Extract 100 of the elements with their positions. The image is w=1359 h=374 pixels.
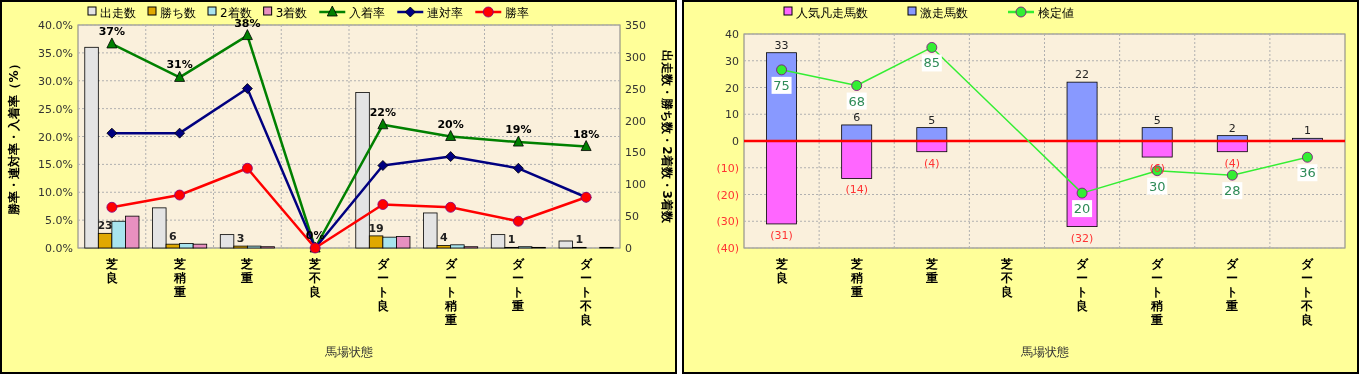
- data-label: 33: [774, 38, 789, 52]
- data-label: 31%: [166, 58, 193, 72]
- data-label: 1: [507, 233, 516, 247]
- point: [1302, 151, 1313, 163]
- y-tick-label: 10: [725, 108, 739, 122]
- bar: [841, 124, 873, 142]
- y-tick-label: (30): [716, 215, 739, 229]
- data-label: 19%: [505, 123, 532, 137]
- data-label: 22%: [369, 105, 397, 119]
- data-label: 22: [1075, 68, 1090, 82]
- point: [445, 201, 457, 213]
- y-tick-label: 30: [725, 54, 739, 68]
- y2-tick-label: 0: [625, 242, 632, 255]
- point: [241, 162, 253, 174]
- x-tick-label: ダート稍重: [1150, 257, 1165, 327]
- y2-tick-label: 250: [625, 82, 646, 96]
- point: [377, 118, 389, 130]
- y2-axis-title: 出走数・勝ち数・2着数・3着数: [660, 50, 674, 224]
- data-label: 18%: [572, 127, 600, 141]
- legend-label: 人気凡走馬数: [796, 6, 868, 20]
- data-label: 5: [928, 113, 936, 127]
- y2-tick-label: 150: [625, 146, 646, 160]
- x-tick-label: 芝稍重: [849, 257, 863, 299]
- point: [241, 29, 253, 40]
- data-label: 85: [923, 55, 941, 71]
- x-tick-label: 芝良: [774, 257, 788, 285]
- x-tick-label: ダート重: [1225, 257, 1240, 313]
- data-label: 20: [1073, 201, 1091, 217]
- y-tick-label: (20): [716, 188, 739, 202]
- y-tick-label: 5.0%: [45, 214, 73, 228]
- x-tick-label: ダート不良: [579, 257, 594, 327]
- point: [512, 215, 524, 227]
- point: [512, 135, 524, 147]
- y-tick-label: 10.0%: [38, 186, 73, 200]
- legend-label: 激走馬数: [920, 6, 968, 20]
- data-label: 5: [1153, 113, 1161, 127]
- bar: [1141, 127, 1173, 142]
- legend-label: 出走数: [100, 6, 136, 20]
- point: [1076, 187, 1088, 199]
- bar: [766, 140, 797, 225]
- x-tick-label: 芝不良: [308, 257, 322, 299]
- x-tick-label: 芝重: [240, 257, 254, 285]
- x-tick-label: ダート良: [376, 257, 390, 313]
- y-axis-title: 勝率・連対率・入着率（%）: [7, 58, 21, 216]
- x-tick-label: ダート重: [511, 257, 526, 313]
- y2-tick-label: 200: [625, 114, 646, 128]
- point: [174, 189, 186, 201]
- point: [174, 127, 186, 139]
- data-label: (32): [1070, 231, 1094, 245]
- legend-label: 入着率: [349, 6, 386, 20]
- y-tick-label: 40: [725, 28, 739, 41]
- data-label: (14): [845, 183, 868, 197]
- point: [174, 71, 186, 82]
- point: [851, 80, 863, 91]
- y-tick-label: (40): [716, 242, 739, 255]
- data-label: 68: [848, 93, 865, 109]
- point: [445, 151, 457, 162]
- data-label: 6: [169, 230, 178, 244]
- y2-tick-label: 100: [625, 178, 646, 192]
- legend-label: 勝率: [505, 6, 530, 20]
- bar: [1066, 81, 1098, 142]
- x-tick-label: 芝良: [104, 257, 118, 285]
- data-label: 1: [1303, 124, 1311, 138]
- y-tick-label: 0.0%: [45, 242, 73, 255]
- data-label: (31): [770, 228, 793, 242]
- y-tick-label: (10): [716, 161, 739, 175]
- x-tick-label: 芝不良: [999, 257, 1013, 299]
- x-tick-label: 芝重: [924, 257, 938, 285]
- point: [106, 37, 118, 49]
- data-label: 6: [853, 110, 861, 124]
- data-label: 3: [236, 232, 245, 246]
- data-label: (4): [924, 156, 940, 170]
- x-tick-label: ダート良: [1076, 257, 1090, 313]
- point: [926, 42, 938, 53]
- point: [580, 140, 592, 151]
- bar: [916, 127, 948, 142]
- point: [106, 127, 118, 139]
- legend-label: 検定値: [1038, 6, 1074, 20]
- legend-label: 3着数: [275, 6, 308, 20]
- y-tick-label: 35.0%: [38, 46, 73, 60]
- y-tick-label: 0: [732, 135, 739, 148]
- y2-tick-label: 50: [625, 210, 639, 224]
- data-label: 1: [575, 233, 584, 247]
- x-tick-label: 芝稍重: [172, 257, 186, 299]
- y2-tick-label: 350: [625, 19, 646, 32]
- data-label: 4: [440, 231, 449, 245]
- point: [106, 201, 118, 213]
- point: [377, 160, 389, 171]
- data-label: 36: [1299, 165, 1316, 181]
- data-label: (4): [1224, 156, 1241, 170]
- x-axis-title: 馬場状態: [1019, 345, 1069, 359]
- data-label: 28: [1224, 183, 1241, 199]
- y-tick-label: 25.0%: [38, 102, 73, 116]
- data-label: 20%: [437, 117, 464, 131]
- point: [241, 83, 253, 94]
- data-label: 30: [1148, 178, 1166, 194]
- point: [776, 64, 787, 76]
- legend-label: 連対率: [427, 6, 464, 20]
- y-tick-label: 20: [725, 81, 739, 95]
- y2-tick-label: 300: [625, 50, 646, 64]
